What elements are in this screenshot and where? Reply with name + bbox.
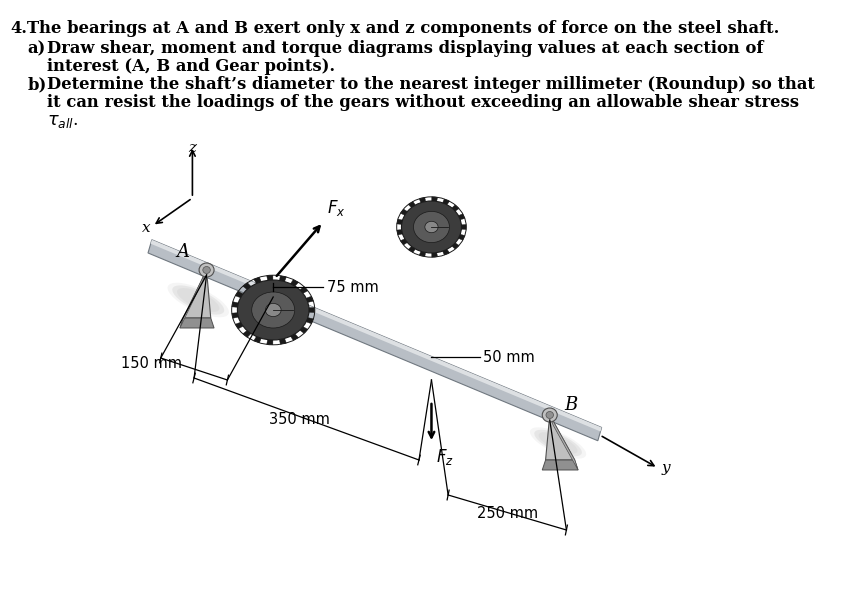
Text: y: y (660, 461, 669, 475)
Polygon shape (408, 202, 415, 208)
Ellipse shape (251, 292, 294, 328)
Polygon shape (400, 209, 407, 215)
Polygon shape (549, 415, 578, 470)
Text: $F_x$: $F_x$ (326, 198, 344, 218)
Ellipse shape (237, 280, 308, 340)
Ellipse shape (542, 408, 556, 422)
Text: 75 mm: 75 mm (326, 279, 378, 294)
Text: interest (A, B and Gear points).: interest (A, B and Gear points). (47, 58, 335, 75)
Polygon shape (266, 340, 273, 345)
Polygon shape (306, 318, 313, 324)
Text: $\tau_{all}$.: $\tau_{all}$. (47, 112, 79, 130)
Polygon shape (306, 296, 313, 302)
Text: 250 mm: 250 mm (476, 506, 537, 521)
Text: a): a) (28, 40, 46, 57)
Text: The bearings at A and B exert only x and z components of force on the steel shaf: The bearings at A and B exert only x and… (28, 20, 779, 37)
Polygon shape (461, 225, 466, 229)
Polygon shape (451, 243, 459, 249)
Text: Draw shear, moment and torque diagrams displaying values at each section of: Draw shear, moment and torque diagrams d… (47, 40, 763, 57)
Ellipse shape (545, 412, 553, 418)
Polygon shape (396, 219, 402, 225)
Ellipse shape (538, 432, 577, 454)
Ellipse shape (199, 263, 214, 277)
Polygon shape (542, 460, 578, 470)
Text: 150 mm: 150 mm (121, 356, 183, 370)
Polygon shape (253, 337, 261, 343)
Text: 4.: 4. (11, 20, 28, 37)
Text: 50 mm: 50 mm (482, 350, 534, 364)
Polygon shape (151, 240, 601, 432)
Text: Determine the shaft’s diameter to the nearest integer millimeter (Roundup) so th: Determine the shaft’s diameter to the ne… (47, 76, 815, 93)
Polygon shape (396, 229, 402, 235)
Text: B: B (564, 396, 578, 414)
Polygon shape (308, 308, 314, 312)
Polygon shape (431, 253, 437, 257)
Polygon shape (148, 240, 601, 441)
Polygon shape (408, 246, 415, 252)
Text: 350 mm: 350 mm (269, 412, 330, 427)
Ellipse shape (401, 201, 461, 253)
Polygon shape (232, 302, 238, 307)
Polygon shape (235, 291, 243, 298)
Polygon shape (180, 318, 214, 328)
Polygon shape (290, 279, 298, 286)
Ellipse shape (202, 267, 210, 273)
Polygon shape (458, 214, 464, 220)
Polygon shape (442, 199, 449, 205)
Polygon shape (253, 277, 261, 284)
Polygon shape (243, 330, 251, 337)
Ellipse shape (167, 283, 229, 317)
Ellipse shape (534, 430, 581, 456)
Text: $F_z$: $F_z$ (435, 447, 453, 467)
Text: b): b) (28, 76, 46, 93)
Polygon shape (180, 270, 207, 328)
Polygon shape (279, 276, 286, 282)
Polygon shape (279, 338, 286, 344)
Polygon shape (545, 415, 574, 460)
Polygon shape (431, 197, 437, 202)
Polygon shape (300, 287, 307, 293)
Ellipse shape (172, 285, 224, 315)
Ellipse shape (177, 288, 220, 312)
Ellipse shape (424, 222, 437, 233)
Polygon shape (418, 251, 425, 256)
Polygon shape (300, 327, 307, 334)
Polygon shape (458, 234, 464, 240)
Polygon shape (442, 249, 449, 255)
Ellipse shape (265, 303, 281, 317)
Polygon shape (400, 239, 407, 245)
Polygon shape (243, 283, 251, 290)
Text: A: A (177, 243, 189, 261)
Polygon shape (418, 197, 425, 203)
Polygon shape (232, 312, 238, 318)
Polygon shape (451, 205, 459, 211)
Polygon shape (290, 334, 298, 341)
Polygon shape (235, 322, 243, 329)
Text: it can resist the loadings of the gears without exceeding an allowable shear str: it can resist the loadings of the gears … (47, 94, 798, 111)
Ellipse shape (530, 427, 585, 459)
Text: z: z (189, 141, 196, 155)
Text: x: x (142, 221, 151, 235)
Polygon shape (266, 275, 273, 281)
Polygon shape (183, 270, 210, 318)
Ellipse shape (413, 211, 449, 243)
